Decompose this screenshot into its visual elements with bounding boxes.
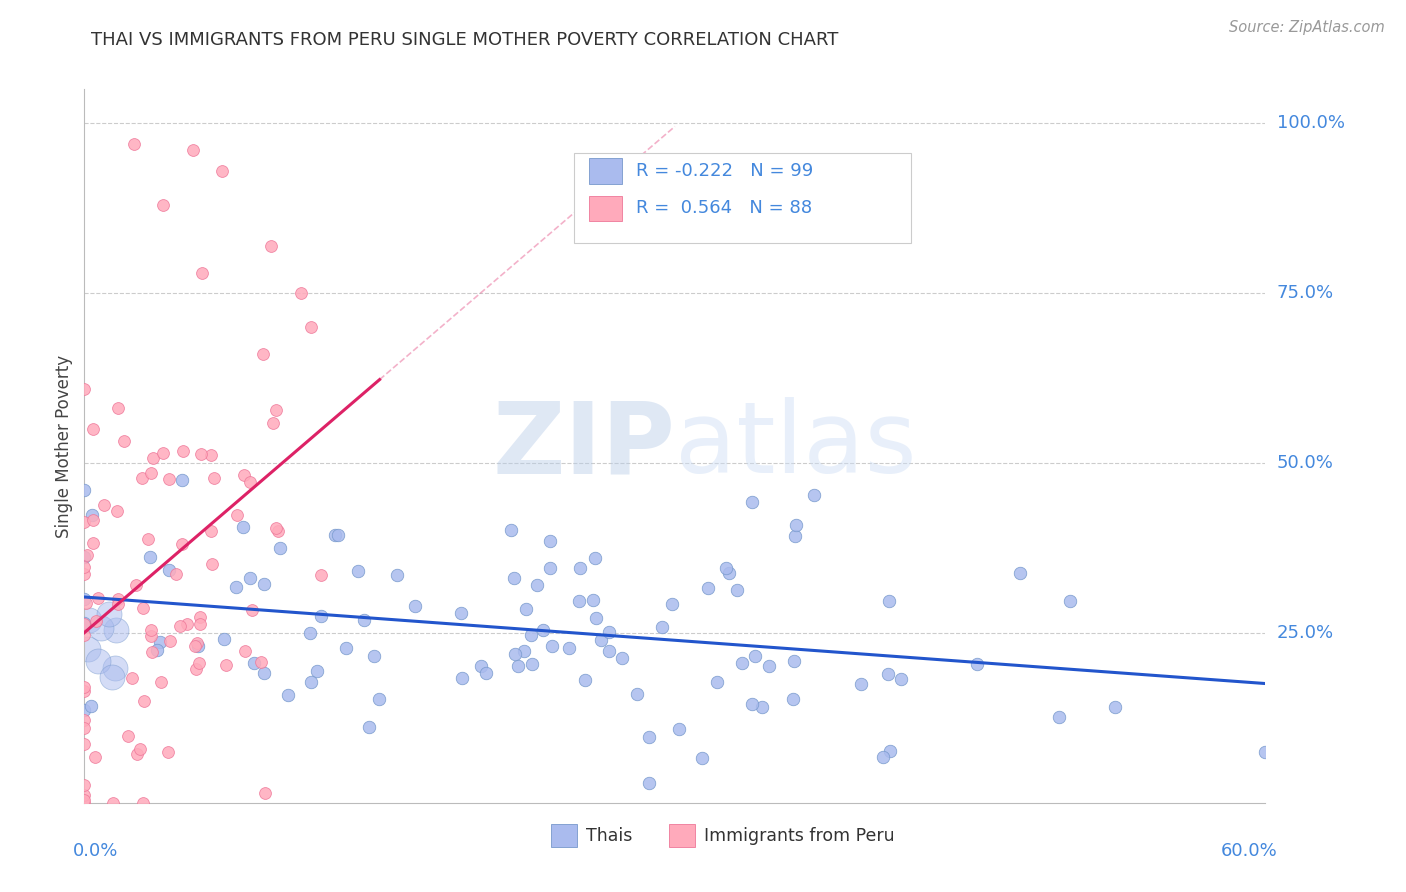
Text: Thais: Thais: [586, 827, 633, 845]
FancyBboxPatch shape: [575, 153, 911, 243]
Text: 100.0%: 100.0%: [1277, 114, 1344, 132]
Text: Source: ZipAtlas.com: Source: ZipAtlas.com: [1229, 20, 1385, 35]
FancyBboxPatch shape: [551, 824, 576, 847]
Text: 0.0%: 0.0%: [73, 842, 118, 860]
Text: R =  0.564   N = 88: R = 0.564 N = 88: [636, 200, 813, 218]
Text: 25.0%: 25.0%: [1277, 624, 1334, 642]
Text: THAI VS IMMIGRANTS FROM PERU SINGLE MOTHER POVERTY CORRELATION CHART: THAI VS IMMIGRANTS FROM PERU SINGLE MOTH…: [91, 31, 839, 49]
Text: Immigrants from Peru: Immigrants from Peru: [704, 827, 896, 845]
Text: atlas: atlas: [675, 398, 917, 494]
Text: R = -0.222   N = 99: R = -0.222 N = 99: [636, 162, 813, 180]
Text: 60.0%: 60.0%: [1220, 842, 1277, 860]
Text: ZIP: ZIP: [492, 398, 675, 494]
Text: 50.0%: 50.0%: [1277, 454, 1333, 472]
FancyBboxPatch shape: [669, 824, 695, 847]
Y-axis label: Single Mother Poverty: Single Mother Poverty: [55, 354, 73, 538]
FancyBboxPatch shape: [589, 195, 621, 221]
Text: 75.0%: 75.0%: [1277, 284, 1334, 302]
FancyBboxPatch shape: [589, 159, 621, 184]
